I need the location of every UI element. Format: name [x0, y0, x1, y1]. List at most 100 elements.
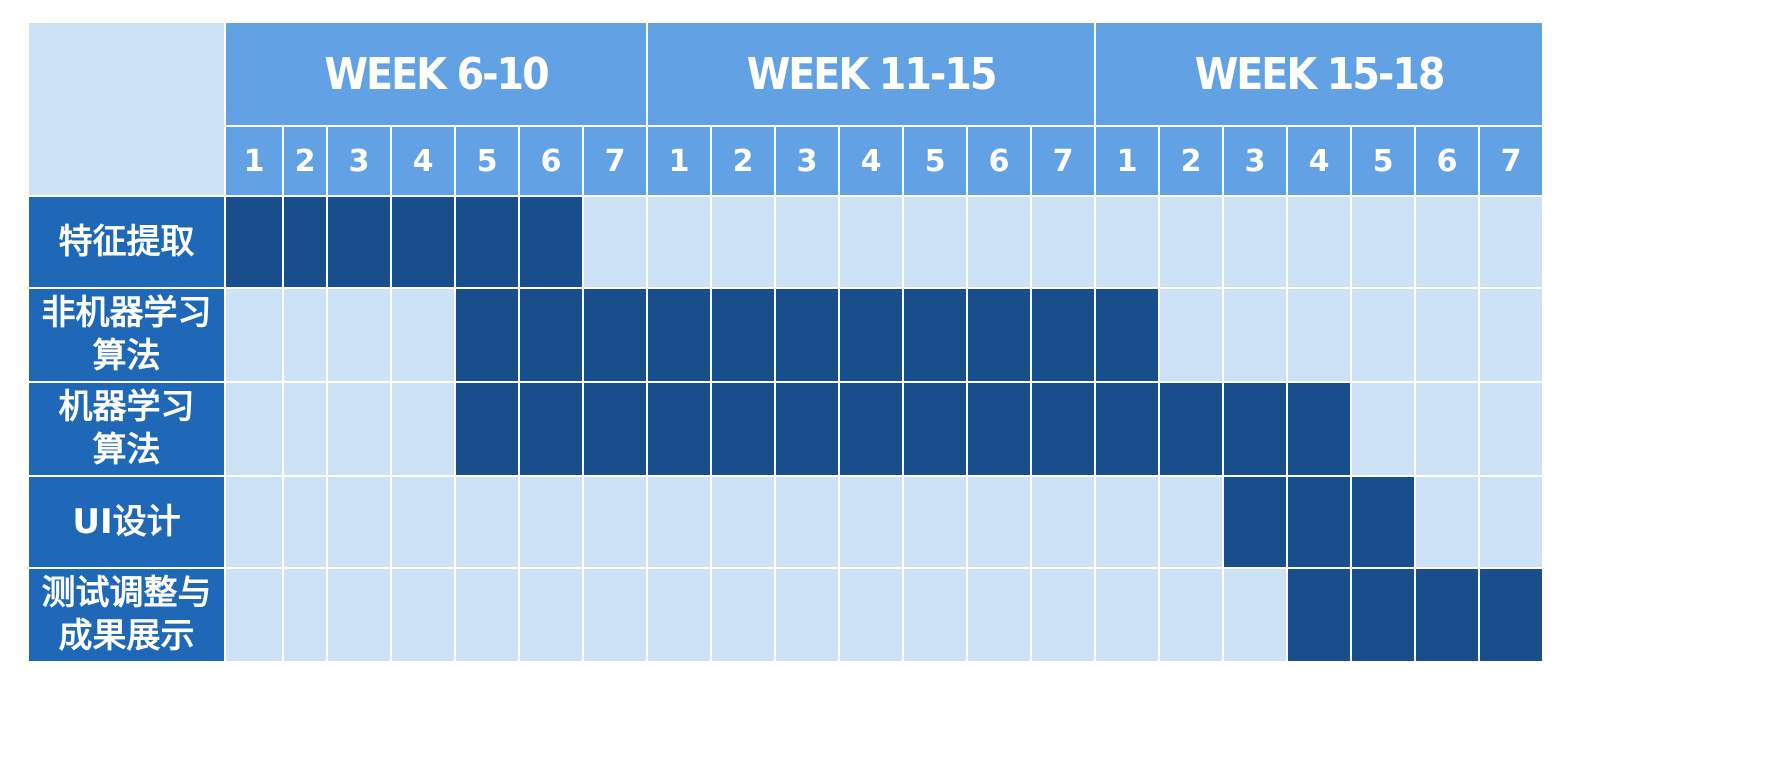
empty-cell: [391, 568, 455, 662]
empty-cell: [1031, 196, 1095, 288]
task-bar-cell: [967, 382, 1031, 476]
empty-cell: [391, 382, 455, 476]
day-header: 3: [327, 126, 391, 196]
empty-cell: [711, 568, 775, 662]
task-bar-cell: [903, 382, 967, 476]
empty-cell: [519, 568, 583, 662]
day-header: 7: [583, 126, 647, 196]
empty-cell: [1223, 568, 1287, 662]
task-bar-cell: [1031, 382, 1095, 476]
task-bar-cell: [647, 382, 711, 476]
task-bar-cell: [1351, 476, 1415, 568]
empty-cell: [1223, 288, 1287, 382]
empty-cell: [283, 288, 327, 382]
day-header: 1: [1095, 126, 1159, 196]
empty-cell: [1031, 568, 1095, 662]
task-bar-cell: [903, 288, 967, 382]
task-bar-cell: [775, 382, 839, 476]
task-bar-cell: [1415, 568, 1479, 662]
empty-cell: [1415, 476, 1479, 568]
day-header: 7: [1479, 126, 1543, 196]
day-header: 4: [1287, 126, 1351, 196]
empty-cell: [647, 196, 711, 288]
day-header: 7: [1031, 126, 1095, 196]
task-bar-cell: [583, 288, 647, 382]
empty-cell: [711, 476, 775, 568]
empty-cell: [1159, 196, 1223, 288]
empty-cell: [327, 568, 391, 662]
empty-cell: [391, 476, 455, 568]
empty-cell: [1415, 288, 1479, 382]
empty-cell: [967, 196, 1031, 288]
task-bar-cell: [391, 196, 455, 288]
empty-cell: [225, 476, 283, 568]
task-label-line: 算法: [92, 336, 161, 376]
empty-cell: [1351, 288, 1415, 382]
task-bar-cell: [1159, 382, 1223, 476]
task-bar-cell: [583, 382, 647, 476]
empty-cell: [1479, 382, 1543, 476]
day-header: 5: [903, 126, 967, 196]
task-bar-cell: [1479, 568, 1543, 662]
empty-cell: [225, 568, 283, 662]
day-header: 5: [1351, 126, 1415, 196]
task-label-line: 特征提取: [58, 221, 195, 262]
empty-cell: [1159, 288, 1223, 382]
empty-cell: [1031, 476, 1095, 568]
empty-cell: [391, 288, 455, 382]
empty-cell: [1479, 476, 1543, 568]
empty-cell: [455, 476, 519, 568]
task-label: 特征提取: [28, 196, 225, 288]
task-label: 非机器学习 算法: [28, 288, 225, 382]
empty-cell: [1351, 382, 1415, 476]
empty-cell: [583, 476, 647, 568]
empty-cell: [775, 568, 839, 662]
task-bar-cell: [1223, 382, 1287, 476]
empty-cell: [283, 476, 327, 568]
empty-cell: [1415, 382, 1479, 476]
task-bar-cell: [775, 288, 839, 382]
empty-cell: [903, 568, 967, 662]
empty-cell: [967, 568, 1031, 662]
task-label: 测试调整与 成果展示: [28, 568, 225, 662]
day-header: 2: [1159, 126, 1223, 196]
task-label: 机器学习 算法: [28, 382, 225, 476]
empty-cell: [839, 568, 903, 662]
task-bar-cell: [839, 288, 903, 382]
empty-cell: [1287, 196, 1351, 288]
week-header: WEEK 15-18: [1095, 22, 1543, 126]
task-bar-cell: [1351, 568, 1415, 662]
empty-cell: [1479, 288, 1543, 382]
empty-cell: [967, 476, 1031, 568]
task-bar-cell: [711, 288, 775, 382]
task-bar-cell: [1287, 382, 1351, 476]
empty-cell: [1479, 196, 1543, 288]
empty-cell: [283, 568, 327, 662]
task-label-line: 非机器学习: [41, 293, 212, 333]
day-header: 6: [967, 126, 1031, 196]
empty-cell: [1095, 476, 1159, 568]
day-header: 3: [775, 126, 839, 196]
task-bar-cell: [967, 288, 1031, 382]
task-label-line: 成果展示: [58, 616, 195, 656]
task-bar-cell: [711, 382, 775, 476]
empty-cell: [583, 568, 647, 662]
day-header: 2: [711, 126, 775, 196]
task-bar-cell: [647, 288, 711, 382]
empty-cell: [647, 568, 711, 662]
empty-cell: [327, 476, 391, 568]
task-bar-cell: [455, 196, 519, 288]
empty-cell: [775, 196, 839, 288]
task-bar-cell: [327, 196, 391, 288]
task-bar-cell: [839, 382, 903, 476]
task-bar-cell: [1287, 568, 1351, 662]
task-bar-cell: [455, 288, 519, 382]
task-bar-cell: [519, 382, 583, 476]
week-header: WEEK 6-10: [225, 22, 647, 126]
empty-cell: [1351, 196, 1415, 288]
empty-cell: [225, 382, 283, 476]
empty-cell: [903, 476, 967, 568]
empty-cell: [519, 476, 583, 568]
empty-cell: [1095, 568, 1159, 662]
